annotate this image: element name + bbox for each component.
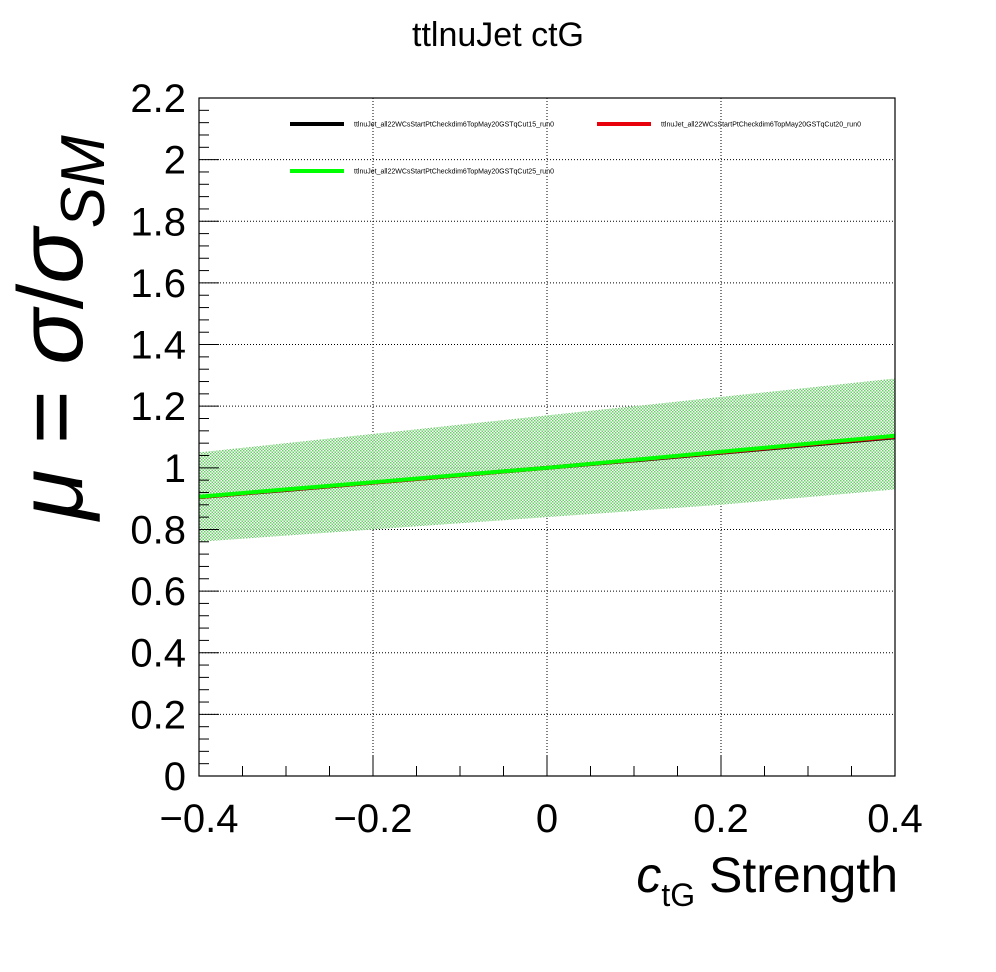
y-tick-label: 2	[164, 139, 186, 183]
legend: ttlnuJet_all22WCsStartPtCheckdim6TopMay2…	[290, 122, 861, 176]
uncertainty-band-layer	[199, 378, 895, 542]
x-axis-label-text: Strength	[695, 847, 898, 903]
y-axis-label-eq: =	[0, 365, 102, 470]
x-tick-label: −0.2	[334, 797, 413, 841]
series-lines	[198, 433, 896, 500]
y-tick-label: 0.8	[130, 508, 186, 552]
y-axis-label-sigma: σ	[0, 306, 102, 365]
axes	[198, 97, 896, 777]
y-axis-label-sigma2: σ	[0, 225, 102, 284]
y-tick-label: 1.2	[130, 385, 186, 429]
y-tick-label: 0.2	[130, 693, 186, 737]
x-tick-label: 0.2	[693, 797, 749, 841]
y-axis-label-subscript: SM	[49, 135, 118, 228]
x-tick-label: 0.4	[867, 797, 923, 841]
x-axis-label: ctG Strength	[636, 847, 898, 913]
y-tick-label: 0	[164, 755, 186, 799]
series-line-3	[198, 433, 896, 499]
y-tick-label: 0.6	[130, 570, 186, 614]
y-axis-label-slash: /	[0, 283, 102, 309]
x-tick-labels: −0.4 −0.2 0 0.2 0.4	[160, 797, 923, 841]
y-axis-label-mu: μ	[0, 470, 102, 522]
x-tick-label: 0	[536, 797, 558, 841]
legend-label-1: ttlnuJet_all22WCsStartPtCheckdim6TopMay2…	[354, 122, 554, 129]
y-axis-label: μ = σ/σSM	[0, 135, 118, 522]
uncertainty-band	[199, 378, 895, 542]
y-tick-label: 1.4	[130, 324, 186, 368]
y-tick-label: 1.8	[130, 200, 186, 244]
y-tick-label: 2.2	[130, 77, 186, 121]
chart-title: ttlnuJet ctG	[412, 16, 584, 54]
y-tick-label: 0.4	[130, 632, 186, 676]
x-axis-label-subscript: tG	[661, 877, 695, 913]
x-tick-label: −0.4	[160, 797, 239, 841]
x-axis-label-symbol: c	[636, 847, 661, 903]
legend-label-2: ttlnuJet_all22WCsStartPtCheckdim6TopMay2…	[661, 122, 861, 129]
legend-label-3: ttlnuJet_all22WCsStartPtCheckdim6TopMay2…	[354, 169, 554, 176]
y-tick-label: 1.6	[130, 262, 186, 306]
y-tick-labels: 0 0.2 0.4 0.6 0.8 1 1.2 1.4 1.6 1.8 2 2.2	[130, 77, 186, 799]
y-tick-label: 1	[164, 447, 186, 491]
